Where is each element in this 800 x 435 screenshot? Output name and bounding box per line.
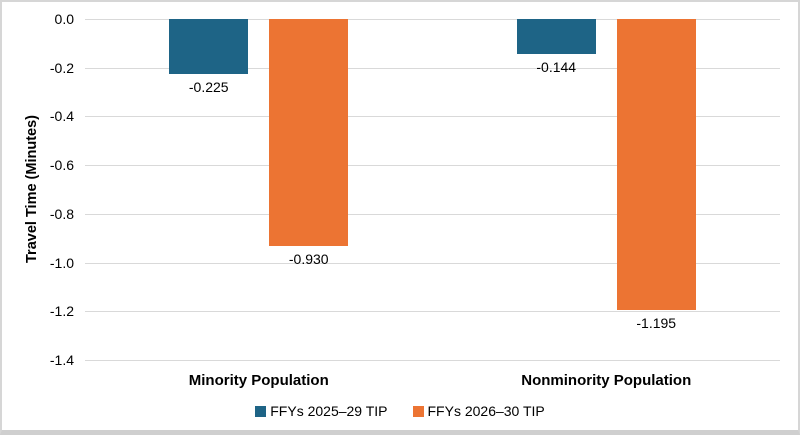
y-tick-label: -1.4 [49, 352, 74, 368]
y-tick-label: -0.4 [49, 108, 74, 125]
y-tick-label: -0.8 [49, 205, 74, 222]
legend-label: FFYs 2025–29 TIP [270, 403, 388, 419]
gridline [85, 360, 780, 361]
bar-value-label: -0.930 [288, 250, 329, 267]
bar-series1-category2 [516, 19, 596, 55]
legend-swatch [412, 405, 424, 417]
y-tick-label: -0.2 [49, 59, 74, 76]
bar-value-label: -1.195 [636, 315, 677, 332]
bar-value-label: -0.225 [188, 78, 229, 95]
bar-series1-category1 [169, 19, 249, 74]
bar-series2-category1 [269, 19, 349, 246]
y-tick-label: -0.6 [49, 157, 74, 174]
bar-value-label: -0.144 [536, 59, 577, 76]
y-tick-label: -1.2 [49, 303, 74, 320]
y-tick-label: -1.0 [49, 254, 74, 271]
legend-swatch [255, 405, 267, 417]
legend-label: FFYs 2026–30 TIP [427, 403, 545, 419]
legend: FFYs 2025–29 TIP FFYs 2026–30 TIP [2, 403, 798, 419]
bar-series2-category2 [616, 19, 696, 311]
y-tick-label: 0.0 [54, 11, 74, 27]
legend-item: FFYs 2026–30 TIP [412, 403, 545, 419]
gridline [85, 262, 780, 264]
y-axis-title: Travel Time (Minutes) [24, 115, 40, 263]
gridline [85, 213, 780, 215]
gridline [85, 19, 780, 20]
category-label: Minority Population [188, 372, 329, 389]
gridline [85, 165, 780, 167]
gridline [85, 116, 780, 118]
category-label: Nonminority Population [521, 372, 692, 389]
gridline [85, 67, 780, 69]
legend-item: FFYs 2025–29 TIP [255, 403, 388, 419]
gridline [85, 311, 780, 313]
